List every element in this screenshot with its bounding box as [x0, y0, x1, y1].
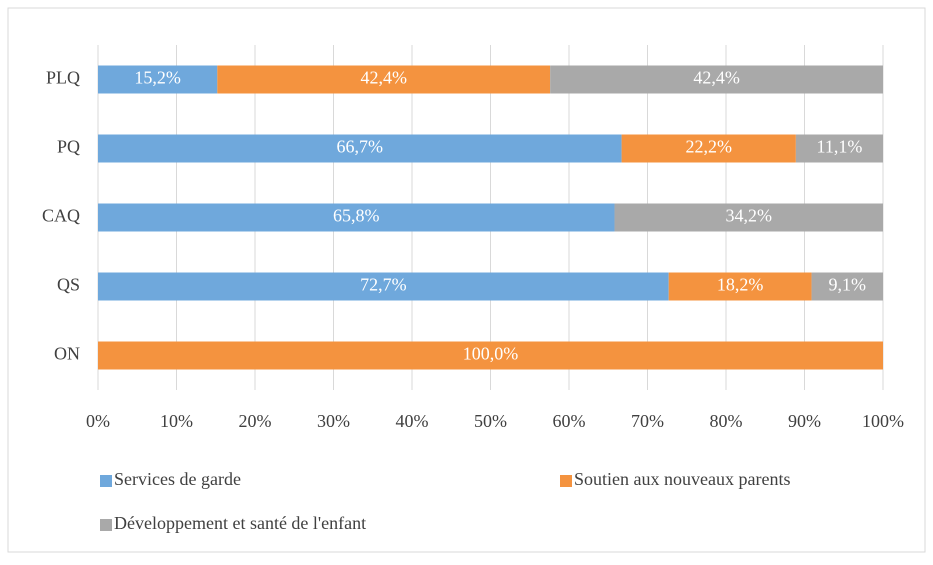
data-label: 65,8% — [333, 206, 380, 226]
x-tick-label: 40% — [396, 411, 429, 431]
bar-segment — [795, 134, 883, 163]
bar-segment — [98, 272, 669, 301]
data-label: 18,2% — [717, 275, 764, 295]
x-tick-label: 30% — [317, 411, 350, 431]
data-label: 72,7% — [360, 275, 407, 295]
bar-segment — [98, 203, 615, 232]
bar-segment — [550, 65, 883, 94]
legend-swatch — [100, 475, 112, 487]
data-label: 34,2% — [726, 206, 773, 226]
x-tick-label: 0% — [86, 411, 110, 431]
data-label: 100,0% — [463, 344, 519, 364]
legend-swatch — [560, 475, 572, 487]
data-label: 15,2% — [134, 68, 181, 88]
data-label: 66,7% — [337, 137, 384, 157]
y-tick-label: CAQ — [42, 206, 80, 226]
y-tick-label: PLQ — [46, 68, 80, 88]
x-tick-label: 80% — [710, 411, 743, 431]
y-tick-label: QS — [57, 275, 80, 295]
x-tick-label: 10% — [160, 411, 193, 431]
bar-segment — [217, 65, 551, 94]
bar-segment — [614, 203, 883, 232]
legend-label: Services de garde — [114, 469, 241, 489]
x-tick-label: 90% — [788, 411, 821, 431]
legend-label: Soutien aux nouveaux parents — [574, 469, 790, 489]
data-label: 42,4% — [360, 68, 407, 88]
bar-segment — [98, 341, 883, 370]
legend-label: Développement et santé de l'enfant — [114, 513, 366, 533]
x-tick-label: 60% — [553, 411, 586, 431]
x-tick-label: 20% — [239, 411, 272, 431]
legend-swatch — [100, 519, 112, 531]
x-tick-label: 100% — [862, 411, 904, 431]
data-label: 9,1% — [829, 275, 867, 295]
data-label: 22,2% — [685, 137, 732, 157]
bar-segment — [621, 134, 796, 163]
x-tick-label: 70% — [631, 411, 664, 431]
bar-segment — [98, 65, 218, 94]
bar-segment — [811, 272, 883, 301]
bar-segment — [668, 272, 812, 301]
y-tick-label: ON — [54, 344, 80, 364]
x-tick-label: 50% — [474, 411, 507, 431]
data-label: 11,1% — [817, 137, 863, 157]
bar-segment — [98, 134, 622, 163]
data-label: 42,4% — [693, 68, 740, 88]
y-tick-label: PQ — [57, 137, 80, 157]
